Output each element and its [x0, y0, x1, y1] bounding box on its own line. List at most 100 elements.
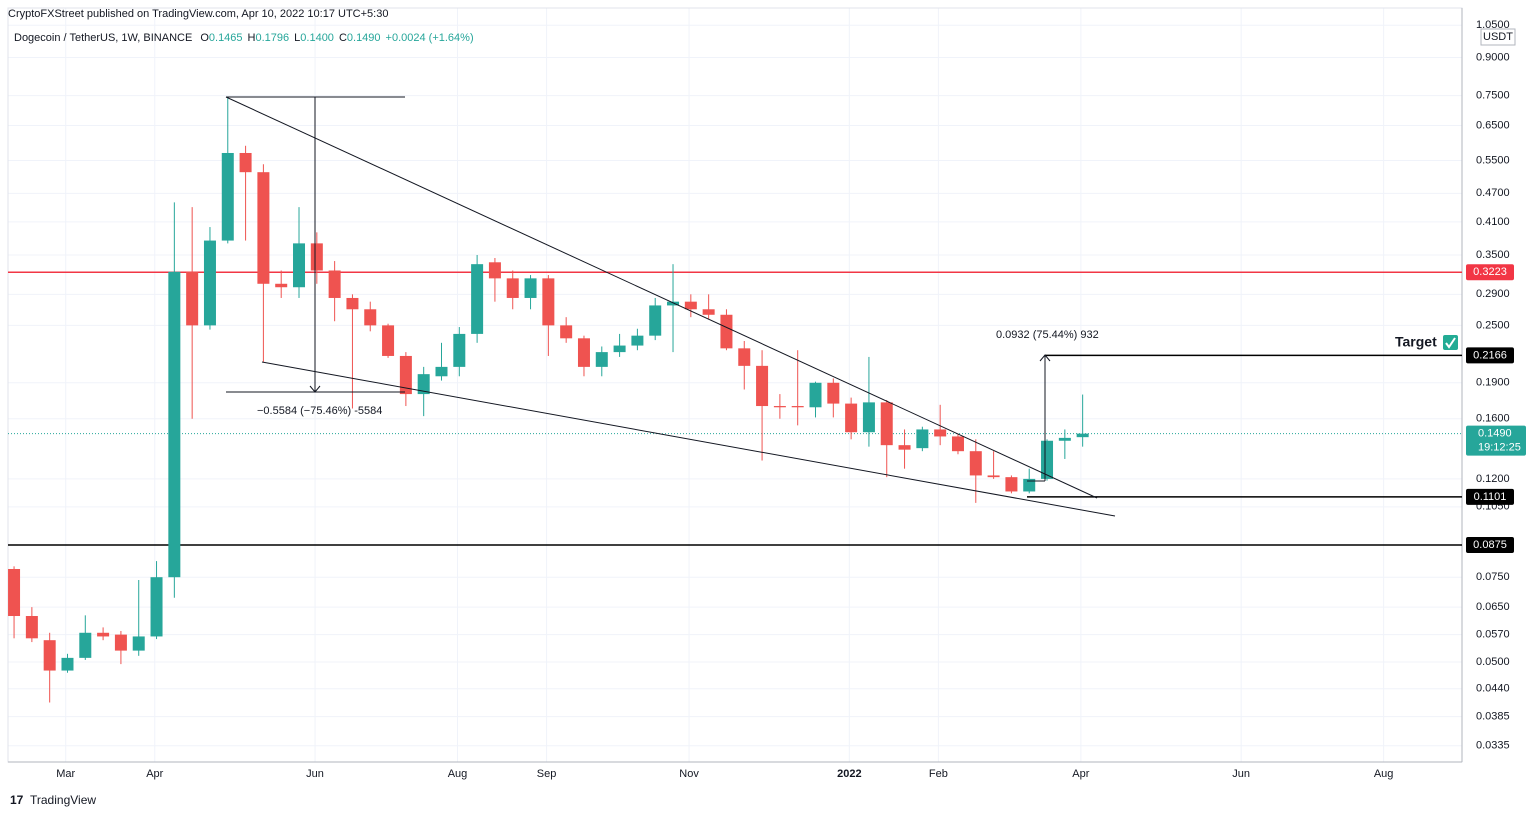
y-tick-label: 0.0440: [1476, 683, 1510, 695]
candle-body: [702, 309, 715, 315]
y-tick-label: 0.0650: [1476, 601, 1510, 613]
measure-arrow: [309, 385, 321, 393]
candle-body: [186, 271, 199, 326]
x-tick-label: Jun: [306, 768, 324, 780]
candle-body: [364, 309, 377, 326]
y-tick-label: 0.7500: [1476, 89, 1510, 101]
candle-body: [221, 152, 234, 241]
candle-body: [791, 406, 804, 408]
levels: [8, 271, 1462, 546]
candle-body: [132, 636, 145, 651]
x-tick-label: Feb: [929, 768, 948, 780]
candle-body: [649, 305, 662, 336]
symbol: Dogecoin / TetherUS, 1W, BINANCE: [14, 32, 192, 44]
y-tick-label: 0.1900: [1476, 377, 1510, 389]
candle-body: [880, 402, 893, 446]
candle-body: [667, 301, 680, 306]
candle-body: [577, 338, 590, 367]
x-tick-label: Mar: [56, 768, 75, 780]
ohlc-change: +0.0024 (+1.64%): [386, 32, 474, 44]
logo-mark: 17: [10, 793, 24, 807]
candle-body: [382, 325, 395, 356]
candle-body: [951, 436, 964, 452]
candle-body: [862, 402, 875, 433]
candle-body: [738, 348, 751, 366]
countdown: 19:12:25: [1478, 442, 1521, 454]
time-axis: Mar Apr Jun Aug Sep Nov 2022 Feb Apr Jun Aug: [56, 768, 1393, 780]
candle-body: [1041, 440, 1054, 479]
candle-body: [239, 152, 252, 173]
candle-body: [8, 568, 21, 617]
candle-body: [275, 283, 288, 288]
ohlc-key: L: [294, 32, 300, 44]
currency: USDT: [1483, 31, 1513, 43]
candle-body: [756, 365, 769, 407]
candle-body: [488, 262, 501, 279]
candle-body: [934, 429, 947, 437]
y-tick-label: 0.0500: [1476, 656, 1510, 668]
y-tick-label: 0.9000: [1476, 51, 1510, 63]
drawings: [225, 96, 1116, 517]
candle-body: [987, 475, 1000, 478]
candle-body: [631, 335, 644, 346]
candle-body: [417, 374, 430, 395]
x-tick-label: Aug: [448, 768, 468, 780]
x-tick-label: Aug: [1374, 768, 1394, 780]
ohlc-value: 0.1465: [209, 32, 243, 44]
y-tick-label: 0.0385: [1476, 711, 1510, 723]
candle-body: [613, 345, 626, 353]
candle-body: [1023, 478, 1036, 492]
last-price-label: 0.1490: [1478, 428, 1512, 440]
candle-body: [293, 243, 306, 288]
candle-body: [43, 640, 56, 671]
y-tick-label: 0.2900: [1476, 288, 1510, 300]
candle-body: [809, 382, 822, 408]
y-tick-label: 0.1600: [1476, 413, 1510, 425]
candle-body: [97, 632, 110, 637]
target-label: Target: [1395, 334, 1437, 350]
currency-box: [1480, 28, 1516, 46]
level-tag-label: 0.0875: [1473, 539, 1507, 551]
last-price-tag: [1466, 425, 1526, 456]
publisher: CryptoFXStreet published on TradingView.…: [8, 8, 388, 20]
candle-body: [720, 314, 733, 349]
x-tick-label: Nov: [679, 768, 699, 780]
candle-body: [435, 366, 448, 377]
candle-body: [328, 270, 341, 298]
candle-body: [1076, 433, 1089, 438]
ohlc-value: 0.1490: [347, 32, 381, 44]
candle-body: [168, 271, 181, 578]
candle-body: [560, 325, 573, 339]
x-tick-label: 2022: [837, 768, 861, 780]
y-tick-label: 0.0570: [1476, 629, 1510, 641]
level-tag: [1466, 347, 1514, 364]
footer: TradingView: [30, 793, 96, 807]
candle-body: [25, 616, 38, 639]
price-axis: 1.0500 0.9000 0.7500 0.6500 0.5500 0.4700 0.41…: [1466, 19, 1526, 752]
y-tick-label: 0.4100: [1476, 216, 1510, 228]
candle-body: [453, 333, 466, 367]
candle-body: [399, 355, 412, 395]
level-tag-label: 0.3223: [1473, 266, 1507, 278]
rise-label: 0.0932 (75.44%) 932: [996, 329, 1099, 341]
y-tick-label: 0.1200: [1476, 473, 1510, 485]
candle-body: [827, 382, 840, 404]
y-tick-label: 1.0500: [1476, 19, 1510, 31]
candle-body: [114, 634, 127, 651]
level-tag-label: 0.2166: [1473, 349, 1507, 361]
candle-body: [773, 406, 786, 408]
x-tick-label: Apr: [1072, 768, 1089, 780]
level-tag-label: 0.1101: [1474, 491, 1507, 503]
ohlc: O 0.1465 H 0.1796 L 0.1400 C 0.1490 +0.0024 (+1.…: [200, 32, 473, 44]
candle-body: [684, 301, 697, 310]
y-tick-label: 0.2500: [1476, 319, 1510, 331]
lower-trendline: [261, 361, 1116, 517]
rise-arrow: [1039, 354, 1051, 362]
level-tag: [1466, 264, 1514, 281]
candle-body: [524, 278, 537, 298]
candle-body: [61, 657, 74, 671]
candle-body: [845, 403, 858, 433]
ohlc-key: H: [248, 32, 256, 44]
upper-trendline: [225, 96, 1098, 499]
